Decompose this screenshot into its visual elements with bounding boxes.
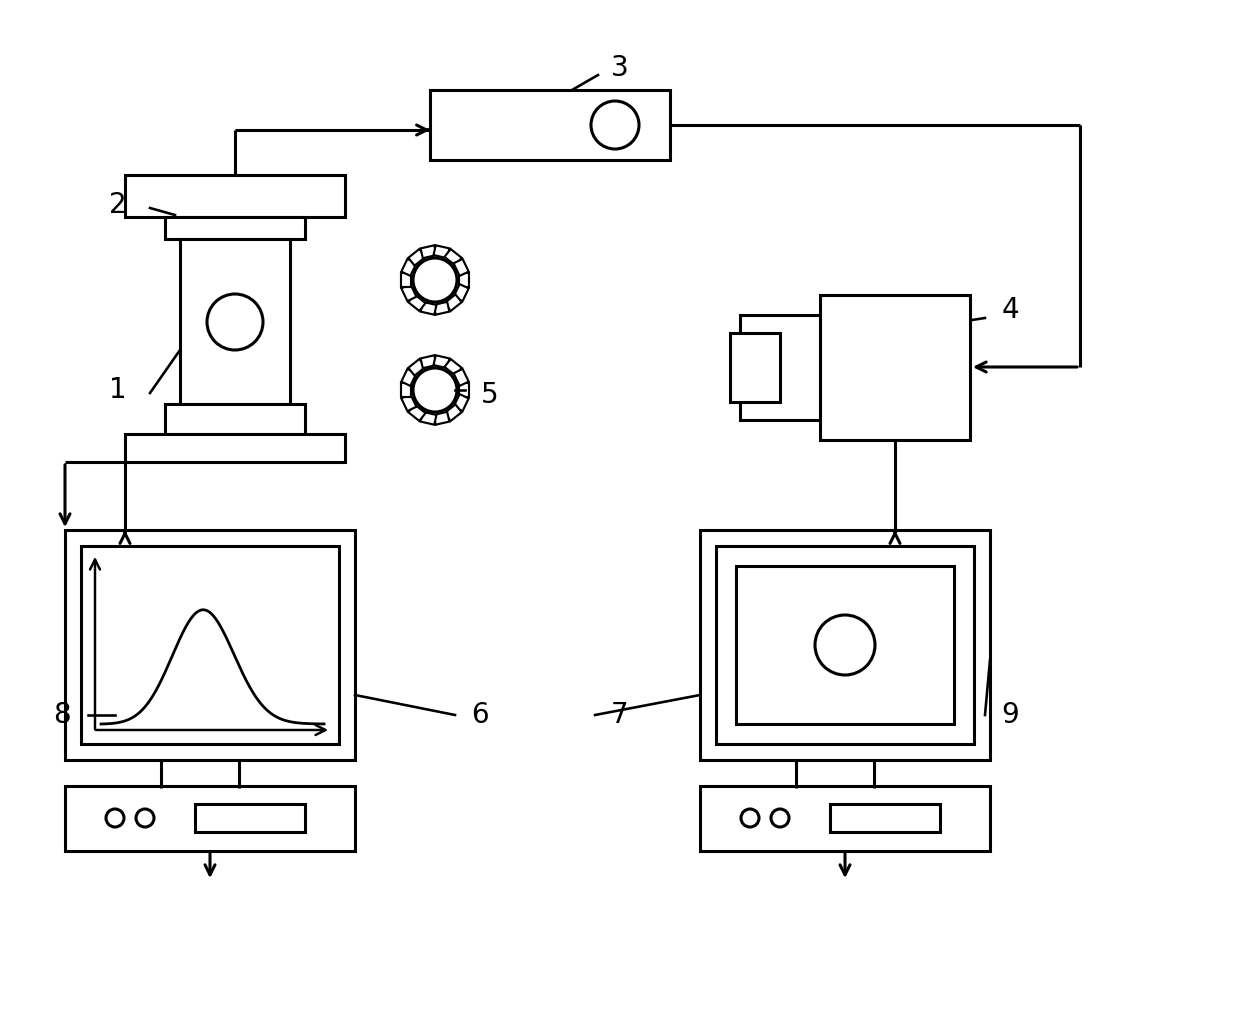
- Bar: [125, 175, 345, 217]
- Polygon shape: [444, 249, 461, 266]
- Polygon shape: [401, 383, 410, 397]
- Text: 5: 5: [481, 381, 498, 409]
- Bar: [180, 239, 290, 404]
- Polygon shape: [434, 412, 449, 425]
- Polygon shape: [434, 301, 449, 315]
- Polygon shape: [444, 405, 461, 421]
- Polygon shape: [408, 249, 425, 266]
- Polygon shape: [420, 301, 436, 315]
- Polygon shape: [402, 284, 417, 301]
- Polygon shape: [402, 259, 417, 276]
- Polygon shape: [408, 359, 425, 376]
- Text: 1: 1: [109, 376, 126, 404]
- Polygon shape: [444, 359, 461, 376]
- Bar: [81, 546, 339, 744]
- Polygon shape: [454, 369, 469, 386]
- Text: 6: 6: [471, 701, 489, 729]
- Bar: [701, 786, 990, 851]
- Text: 4: 4: [1001, 296, 1019, 324]
- Text: 2: 2: [109, 191, 126, 219]
- Bar: [165, 217, 305, 239]
- Text: 3: 3: [611, 54, 629, 82]
- Bar: [64, 530, 355, 760]
- Bar: [125, 434, 345, 462]
- Text: 7: 7: [611, 701, 629, 729]
- Polygon shape: [402, 369, 417, 386]
- Polygon shape: [420, 245, 436, 259]
- Polygon shape: [402, 394, 417, 411]
- Polygon shape: [444, 294, 461, 311]
- Polygon shape: [454, 394, 469, 411]
- Bar: [195, 804, 305, 832]
- Text: 8: 8: [53, 701, 71, 729]
- Polygon shape: [454, 284, 469, 301]
- Polygon shape: [434, 356, 449, 368]
- Bar: [830, 804, 940, 832]
- Bar: [740, 315, 820, 420]
- Bar: [737, 566, 954, 724]
- Bar: [64, 786, 355, 851]
- Bar: [820, 295, 970, 440]
- Polygon shape: [420, 412, 436, 425]
- Bar: [165, 404, 305, 434]
- Bar: [430, 90, 670, 160]
- Polygon shape: [420, 356, 436, 368]
- Polygon shape: [408, 294, 425, 311]
- Polygon shape: [459, 383, 469, 397]
- Polygon shape: [434, 245, 449, 259]
- Polygon shape: [401, 273, 410, 287]
- Bar: [715, 546, 973, 744]
- Text: 9: 9: [1001, 701, 1019, 729]
- Bar: [730, 333, 780, 402]
- Bar: [701, 530, 990, 760]
- Polygon shape: [408, 405, 425, 421]
- Polygon shape: [459, 273, 469, 287]
- Polygon shape: [454, 259, 469, 276]
